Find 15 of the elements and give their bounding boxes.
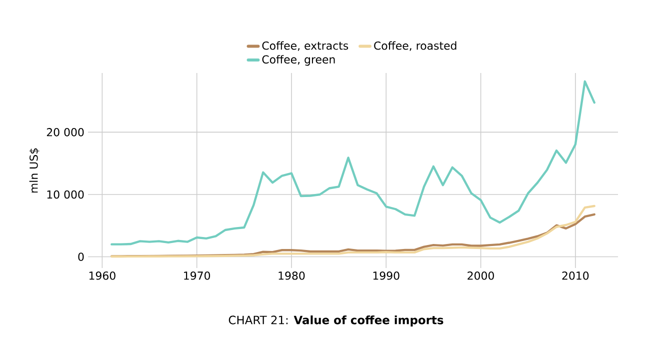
y-tick-label: 0	[78, 252, 84, 261]
y-axis-title: mln US$	[29, 148, 40, 193]
text: CHART 21: Value of coffee imports	[228, 315, 444, 327]
x-tick-label: 1980	[278, 272, 305, 280]
legend-label: Coffee, roasted	[374, 41, 456, 51]
x-tick-label: 1960	[89, 272, 116, 280]
x-tick-label: 2010	[562, 272, 589, 280]
legend-label: Coffee, extracts	[262, 41, 348, 51]
x-tick-label: 2000	[468, 272, 494, 280]
x-tick-label: 1990	[373, 272, 400, 280]
line-series	[110, 80, 596, 246]
y-tick-label: 10 000	[47, 190, 84, 199]
x-tick-label: 1970	[184, 272, 210, 280]
y-tick-label: 20 000	[46, 128, 84, 136]
legend-label: Coffee, green	[262, 55, 335, 66]
